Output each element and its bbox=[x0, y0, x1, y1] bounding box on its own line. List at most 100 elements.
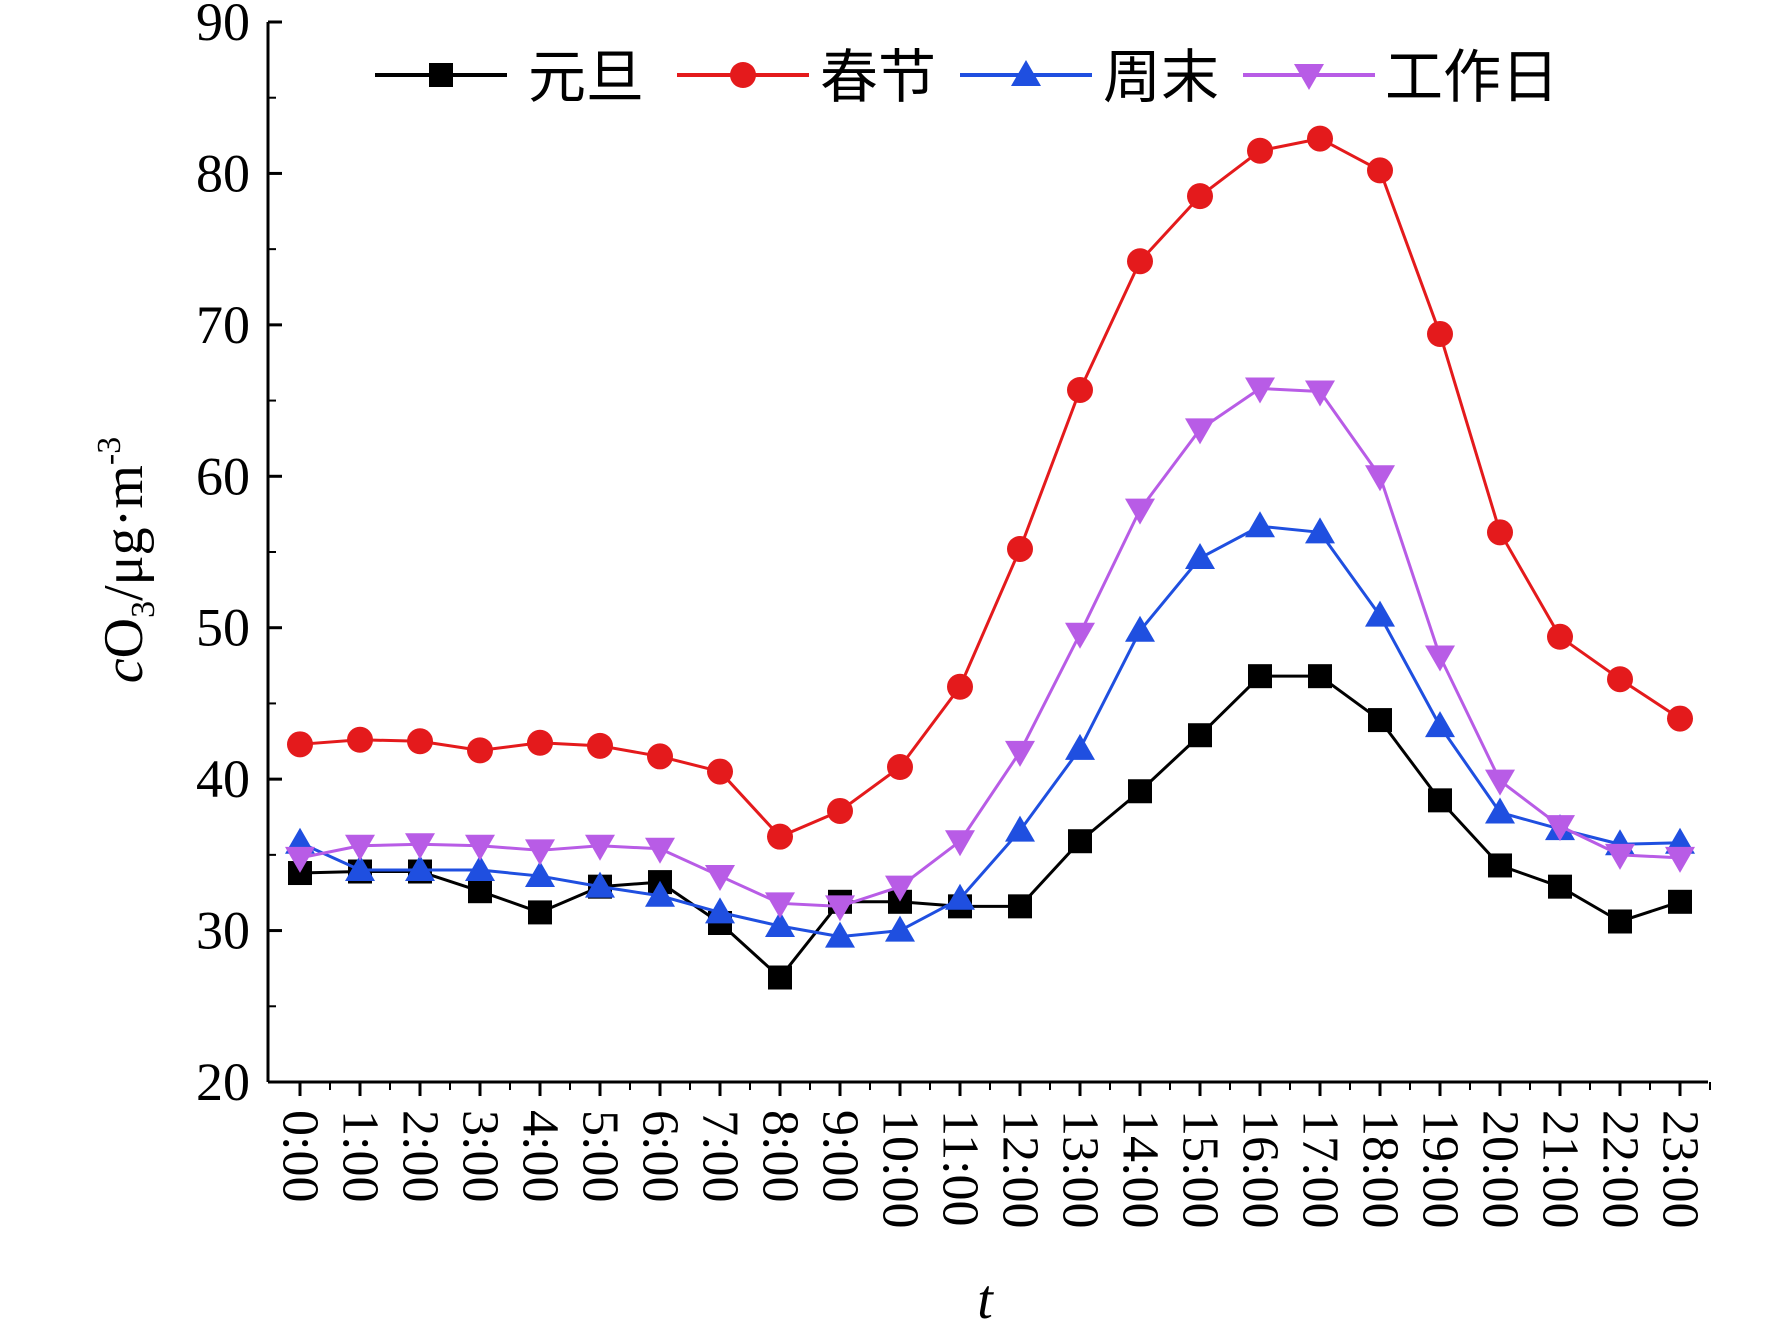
series-line bbox=[299, 137, 1681, 839]
data-point bbox=[767, 823, 793, 850]
y-tick-label: 50 bbox=[196, 598, 250, 658]
x-tick-label: 11:00 bbox=[932, 1110, 989, 1227]
series-line bbox=[299, 524, 1681, 939]
data-point bbox=[1608, 909, 1632, 934]
data-point bbox=[528, 900, 552, 925]
data-point bbox=[885, 875, 915, 902]
data-point bbox=[1125, 498, 1155, 525]
legend-label: 春节 bbox=[820, 45, 936, 110]
data-point bbox=[945, 830, 975, 857]
y-tick-label: 20 bbox=[196, 1052, 250, 1112]
series-2 bbox=[287, 125, 1693, 850]
x-tick-label: 14:00 bbox=[1112, 1110, 1169, 1228]
legend-label: 周末 bbox=[1103, 45, 1219, 110]
data-point bbox=[647, 743, 673, 770]
legend-marker bbox=[429, 63, 453, 87]
x-tick-label: 19:00 bbox=[1412, 1110, 1469, 1228]
data-point bbox=[405, 833, 435, 860]
data-point bbox=[405, 855, 435, 881]
data-point bbox=[1365, 465, 1395, 492]
data-point bbox=[1547, 623, 1573, 650]
data-point bbox=[1068, 829, 1092, 854]
legend-label: 工作日 bbox=[1385, 45, 1559, 110]
data-point bbox=[1607, 666, 1633, 693]
data-point bbox=[1428, 788, 1452, 813]
data-point bbox=[945, 883, 975, 910]
data-point bbox=[825, 895, 855, 922]
data-point bbox=[1487, 519, 1513, 546]
y-label-sup: -3 bbox=[91, 437, 128, 465]
x-tick-label: 15:00 bbox=[1172, 1110, 1229, 1228]
x-tick-label: 2:00 bbox=[392, 1110, 449, 1202]
data-point bbox=[947, 673, 973, 700]
data-point bbox=[465, 855, 495, 881]
data-point bbox=[1185, 418, 1215, 445]
data-point bbox=[1425, 645, 1455, 672]
data-point bbox=[1125, 615, 1155, 642]
data-point bbox=[1605, 843, 1635, 870]
x-tick-label: 7:00 bbox=[692, 1110, 749, 1202]
data-point bbox=[825, 921, 855, 948]
legend-label: 元旦 bbox=[528, 45, 644, 110]
x-tick-label: 0:00 bbox=[272, 1110, 329, 1202]
data-point bbox=[407, 728, 433, 755]
data-point bbox=[287, 731, 313, 758]
data-point bbox=[1545, 815, 1575, 842]
data-point bbox=[467, 737, 493, 764]
data-point bbox=[465, 834, 495, 861]
y-label-unit: /μg·m bbox=[93, 465, 155, 601]
series-3 bbox=[285, 511, 1695, 948]
data-point bbox=[1485, 797, 1515, 824]
data-point bbox=[525, 839, 555, 866]
data-point bbox=[585, 834, 615, 861]
y-axis-title: cO3/μg·m-3 bbox=[91, 437, 162, 683]
data-point bbox=[705, 865, 735, 892]
data-point bbox=[1188, 723, 1212, 748]
x-tick-label: 6:00 bbox=[632, 1110, 689, 1202]
data-point bbox=[345, 834, 375, 861]
data-point bbox=[645, 880, 675, 907]
data-point bbox=[1485, 769, 1515, 796]
data-point bbox=[707, 758, 733, 785]
x-tick-label: 21:00 bbox=[1532, 1110, 1589, 1228]
data-point bbox=[585, 871, 615, 898]
legend-item-4: 工作日 bbox=[1243, 45, 1559, 110]
series-layer bbox=[285, 125, 1695, 990]
data-point bbox=[1425, 711, 1455, 738]
data-point bbox=[1245, 511, 1275, 538]
axes: 20 30 40 50 60 70 80 90 0:00 1:00 2:00 3:00 4:00 5:00… bbox=[196, 0, 1711, 1228]
data-point bbox=[1248, 664, 1272, 689]
data-point bbox=[1065, 733, 1095, 760]
data-point bbox=[1427, 320, 1453, 347]
data-point bbox=[525, 861, 555, 888]
x-axis-title: t bbox=[977, 1269, 994, 1331]
data-point bbox=[1247, 137, 1273, 164]
data-point bbox=[1065, 622, 1095, 649]
data-point bbox=[1367, 157, 1393, 184]
x-tick-label: 12:00 bbox=[992, 1110, 1049, 1228]
data-point bbox=[1305, 517, 1335, 544]
x-tick-label: 9:00 bbox=[812, 1110, 869, 1202]
data-point bbox=[1067, 376, 1093, 403]
series-line bbox=[299, 386, 1681, 908]
x-tick-label: 1:00 bbox=[332, 1110, 389, 1202]
series-4 bbox=[285, 377, 1695, 922]
y-tick-label: 40 bbox=[196, 749, 250, 809]
data-point bbox=[1005, 815, 1035, 842]
series-1 bbox=[288, 664, 1692, 990]
y-tick-label: 90 bbox=[196, 0, 250, 52]
data-point bbox=[345, 855, 375, 881]
y-axis-label: cO3/μg·m-3 bbox=[91, 437, 162, 683]
x-tick-label: 3:00 bbox=[452, 1110, 509, 1202]
y-label-sub: 3 bbox=[125, 601, 162, 618]
legend-marker bbox=[1294, 64, 1324, 90]
data-point bbox=[765, 911, 795, 938]
y-label-c: c bbox=[93, 658, 155, 683]
y-tick-label: 30 bbox=[196, 901, 250, 961]
data-point bbox=[1665, 846, 1695, 873]
data-point bbox=[887, 754, 913, 781]
x-tick-label: 20:00 bbox=[1472, 1110, 1529, 1228]
data-point bbox=[527, 729, 553, 756]
